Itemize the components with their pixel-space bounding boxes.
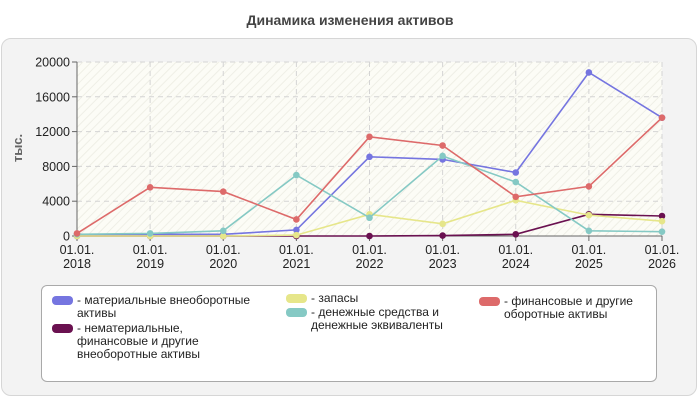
- x-tick-label: 01.01. 2022: [352, 243, 387, 271]
- legend-label: - запасы: [311, 291, 359, 305]
- y-tick-label: 20000: [35, 56, 70, 70]
- data-point: [439, 142, 446, 149]
- y-tick-label: 8000: [42, 160, 70, 174]
- data-point: [219, 232, 227, 240]
- data-point: [293, 231, 300, 239]
- data-point: [512, 193, 520, 201]
- x-tick-label: 01.01. 2021: [279, 243, 314, 271]
- legend-label: - нематериальные, финансовые и другие вн…: [77, 321, 200, 361]
- line-chart: 0 4000 8000 12000 16000 20000 01.01. 2018 01.01.…: [10, 56, 680, 272]
- data-point: [512, 178, 520, 186]
- data-point: [512, 230, 520, 238]
- data-point: [585, 69, 593, 76]
- data-point: [439, 152, 446, 160]
- data-point: [585, 183, 593, 190]
- data-point: [512, 169, 520, 176]
- data-point: [366, 232, 373, 240]
- data-point: [366, 153, 373, 161]
- x-tick-label: 01.01. 2023: [425, 243, 460, 271]
- y-axis-label: тыс.: [10, 134, 25, 162]
- y-tick-label: 0: [63, 230, 70, 244]
- legend-label: - денежные средства и денежные эквивален…: [311, 305, 443, 332]
- legend-swatch: [286, 308, 307, 317]
- legend-swatch: [479, 297, 500, 306]
- x-tick-label: 01.01. 2025: [571, 243, 606, 271]
- x-tick-label: 01.01. 2019: [133, 243, 168, 271]
- data-point: [146, 183, 154, 191]
- data-point: [658, 212, 666, 220]
- data-point: [293, 216, 300, 223]
- data-point: [658, 217, 666, 225]
- y-tick-label: 16000: [35, 90, 70, 104]
- data-point: [146, 230, 154, 237]
- y-tick-label: 4000: [42, 195, 70, 209]
- data-point: [293, 226, 300, 234]
- legend-item: - финансовые и другие оборотные активы: [479, 295, 633, 321]
- data-point: [73, 230, 81, 237]
- x-tick-label: 01.01. 2018: [60, 243, 95, 271]
- legend-item: - запасы: [286, 292, 358, 305]
- data-point: [658, 228, 666, 235]
- x-tick-label: 01.01. 2026: [645, 243, 680, 271]
- legend-item: - нематериальные, финансовые и другие вн…: [52, 322, 200, 361]
- data-point: [585, 211, 593, 219]
- chart-legend: - материальные внеоборотные активы - нема…: [41, 285, 657, 382]
- data-point: [366, 214, 373, 222]
- data-point: [293, 171, 300, 179]
- series-5: [73, 114, 666, 237]
- legend-item: - денежные средства и денежные эквивален…: [286, 306, 443, 332]
- legend-swatch: [52, 324, 73, 333]
- data-point: [219, 188, 227, 195]
- x-tick-label: 01.01. 2020: [206, 243, 241, 271]
- chart-title: Динамика изменения активов: [246, 12, 454, 28]
- legend-swatch: [286, 294, 307, 303]
- legend-swatch: [52, 296, 73, 305]
- data-point: [585, 227, 593, 235]
- legend-item: - материальные внеоборотные активы: [52, 294, 250, 320]
- data-point: [366, 133, 373, 141]
- data-point: [219, 227, 227, 235]
- legend-label: - материальные внеоборотные активы: [77, 293, 250, 320]
- y-tick-label: 12000: [35, 125, 70, 139]
- legend-label: - финансовые и другие оборотные активы: [504, 294, 633, 321]
- data-point: [658, 114, 666, 121]
- data-point: [439, 220, 446, 228]
- x-tick-label: 01.01. 2024: [498, 243, 533, 271]
- data-point: [439, 232, 446, 239]
